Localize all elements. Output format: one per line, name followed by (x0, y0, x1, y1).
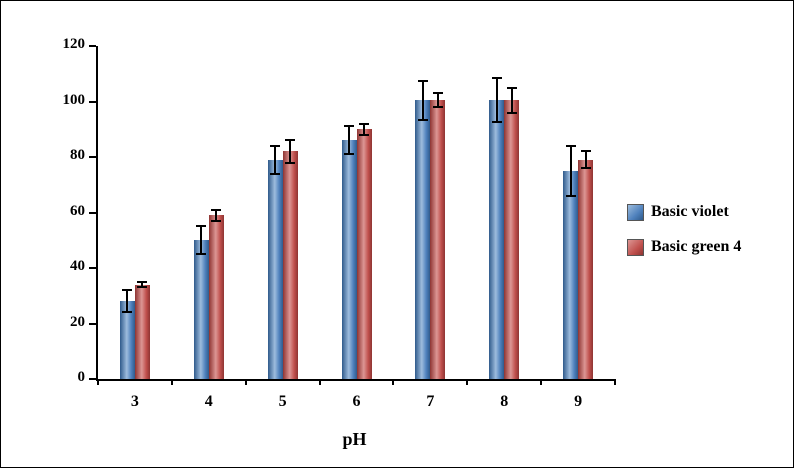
error-bar (348, 126, 350, 155)
bar-basic-green-4 (356, 129, 372, 379)
error-bar-cap (565, 144, 576, 147)
bar-basic-violet (119, 301, 135, 379)
error-bar (215, 209, 218, 221)
y-tick-mark (89, 211, 96, 214)
bar-basic-green-4 (430, 100, 446, 379)
legend-label: Basic violet (651, 203, 729, 220)
error-bar-cap (270, 144, 281, 147)
error-bar (569, 145, 572, 196)
error-bar (141, 281, 144, 288)
error-bar-cap (270, 172, 281, 175)
legend-swatch (627, 203, 644, 221)
bar-basic-green-4 (282, 151, 298, 379)
x-tick-label: 5 (278, 393, 287, 410)
error-bar-cap (285, 139, 296, 142)
bar-basic-violet (563, 170, 579, 379)
error-bar-cap (506, 111, 517, 114)
error-bar (289, 140, 292, 163)
y-tick-mark (89, 322, 96, 325)
x-tick-mark (466, 379, 469, 385)
y-tick-label: 80 (70, 147, 85, 163)
error-bar-cap (359, 122, 369, 125)
error-bar-cap (432, 92, 443, 95)
error-bar-cap (211, 219, 222, 222)
error-bar-cap (137, 280, 148, 283)
y-tick-mark (89, 100, 96, 103)
x-axis-title: pH (342, 429, 367, 449)
y-tick-label: 60 (70, 202, 85, 219)
error-bar-cap (506, 86, 517, 89)
error-bar-cap (122, 311, 133, 314)
error-bar (421, 80, 424, 120)
bar-basic-violet (341, 140, 357, 379)
chart-legend: Basic violet Basic green 4 (627, 203, 741, 273)
x-tick-label: 7 (426, 393, 435, 410)
y-tick-label: 120 (62, 36, 86, 52)
error-bar-cap (122, 289, 133, 292)
error-bar-cap (137, 286, 148, 289)
error-bar (126, 290, 129, 313)
error-bar-cap (417, 79, 428, 82)
y-tick-label: 100 (62, 91, 86, 108)
y-tick-label: 0 (77, 369, 86, 385)
legend-swatch (627, 238, 644, 256)
error-bar (510, 87, 513, 113)
error-bar-cap (417, 118, 428, 121)
error-bar-cap (491, 76, 502, 79)
y-tick-mark (89, 156, 96, 158)
error-bar-cap (580, 150, 591, 153)
error-bar-cap (580, 167, 591, 170)
error-bar (200, 226, 203, 255)
error-bar-cap (565, 194, 576, 197)
error-bar (274, 145, 277, 174)
y-tick-label: 40 (70, 258, 85, 274)
x-tick-mark (540, 379, 543, 385)
x-tick-mark (392, 379, 395, 385)
x-tick-label: 4 (204, 393, 213, 410)
error-bar-cap (211, 208, 222, 211)
x-tick-label: 3 (130, 393, 139, 410)
error-bar-cap (491, 121, 502, 124)
x-tick-label: 6 (352, 393, 361, 410)
error-bar-cap (344, 153, 354, 156)
x-tick-mark (97, 379, 99, 385)
legend-label: Basic green 4 (651, 238, 742, 255)
x-tick-label: 8 (500, 393, 509, 410)
error-bar-cap (196, 253, 207, 256)
x-tick-mark (614, 379, 616, 385)
error-bar-cap (285, 161, 296, 164)
bar-basic-green-4 (504, 100, 520, 379)
error-bar (584, 151, 587, 169)
error-bar (495, 77, 498, 123)
bar-basic-green-4 (578, 159, 594, 379)
bar-basic-violet (489, 100, 505, 379)
x-tick-mark (318, 379, 321, 385)
y-tick-mark (89, 45, 96, 47)
error-bar-cap (359, 133, 369, 136)
error-bar-cap (344, 125, 354, 128)
legend-item: Basic green 4 (627, 238, 741, 256)
x-tick-label: 9 (574, 393, 583, 410)
bar-basic-violet (267, 159, 283, 379)
error-bar-cap (196, 225, 207, 228)
plot-area: 0 20 40 60 80 100 120 3 4 5 6 7 8 9 (63, 36, 616, 410)
x-tick-mark (244, 379, 247, 385)
error-bar (363, 123, 365, 135)
x-tick-mark (170, 379, 173, 385)
bar-basic-violet (193, 240, 209, 379)
y-tick-label: 20 (70, 313, 85, 330)
bar-basic-green-4 (134, 284, 150, 379)
bar-basic-green-4 (208, 215, 224, 379)
y-tick-mark (89, 378, 96, 380)
error-bar (436, 93, 439, 108)
legend-item: Basic violet (627, 203, 741, 221)
bar-basic-violet (415, 100, 431, 379)
error-bar-cap (432, 106, 443, 109)
y-tick-mark (89, 267, 96, 269)
